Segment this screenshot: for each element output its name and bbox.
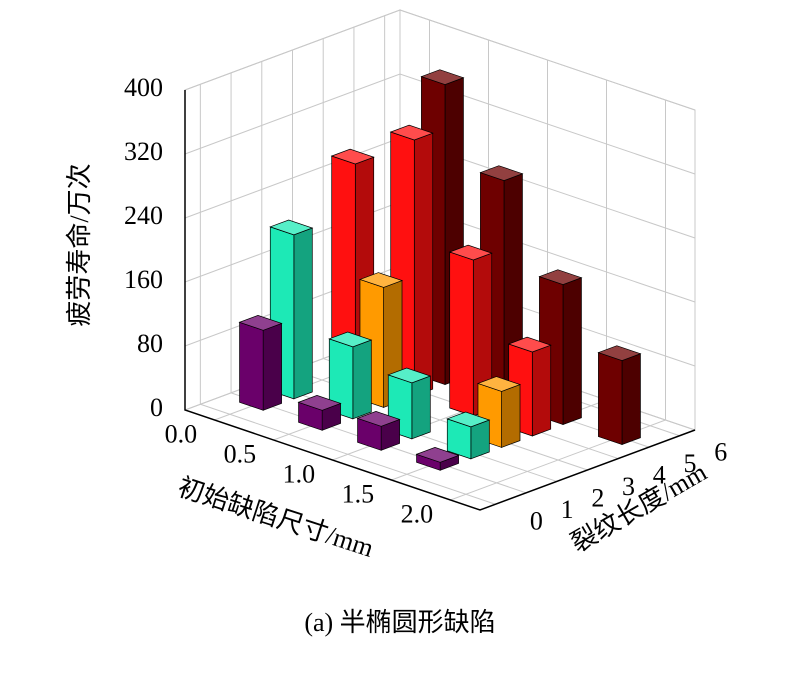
bar bbox=[297, 395, 342, 431]
y-tick-label: 2 bbox=[591, 483, 604, 512]
y-tick-label: 6 bbox=[714, 438, 727, 467]
y-tick-label: 0 bbox=[530, 506, 543, 535]
grid-line bbox=[184, 9, 696, 111]
bar-side bbox=[501, 384, 521, 448]
y-tick-label: 5 bbox=[683, 449, 696, 478]
bar-top bbox=[330, 148, 375, 165]
bar bbox=[446, 411, 491, 460]
caption: (a) 半椭圆形缺陷 bbox=[304, 608, 495, 637]
bar-side bbox=[531, 344, 552, 437]
bar bbox=[597, 345, 642, 446]
bar-side bbox=[621, 353, 641, 446]
z-tick-label: 80 bbox=[137, 329, 163, 358]
grid-line bbox=[184, 73, 696, 175]
bar-top bbox=[476, 376, 522, 392]
bar-top bbox=[446, 411, 491, 428]
z-tick-label: 240 bbox=[124, 201, 163, 230]
bar-side bbox=[293, 227, 313, 400]
bar-side bbox=[562, 277, 582, 426]
bar bbox=[238, 315, 283, 411]
bar-top bbox=[420, 69, 465, 85]
bar-top bbox=[479, 165, 524, 181]
bar-side bbox=[413, 132, 434, 397]
bar bbox=[328, 331, 373, 420]
x-tick-label: 1.5 bbox=[342, 479, 375, 508]
bar bbox=[415, 447, 460, 471]
bar-side bbox=[262, 322, 282, 411]
bar bbox=[269, 219, 314, 400]
grid-line bbox=[450, 100, 666, 501]
bar-top bbox=[538, 269, 583, 285]
y-tick-label: 4 bbox=[653, 461, 666, 490]
z-tick-label: 160 bbox=[124, 265, 163, 294]
bar-top bbox=[507, 336, 552, 353]
bar-top bbox=[269, 219, 314, 236]
bar-top bbox=[448, 244, 493, 261]
bar-top bbox=[597, 345, 642, 361]
z-tick-label: 0 bbox=[150, 393, 163, 422]
x-tick-label: 2.0 bbox=[401, 499, 434, 528]
axis-line bbox=[184, 90, 696, 511]
bar-top bbox=[297, 395, 342, 411]
z-axis-title: 疲劳寿命/万次 bbox=[65, 163, 94, 326]
x-tick-label: 0.5 bbox=[224, 439, 257, 468]
bar-top bbox=[238, 315, 283, 331]
x-tick-label: 1.0 bbox=[283, 459, 316, 488]
bar-side bbox=[352, 339, 372, 420]
bar-top bbox=[415, 447, 460, 463]
z-tick-label: 320 bbox=[124, 137, 163, 166]
z-tick-label: 400 bbox=[124, 73, 163, 102]
bar-front bbox=[239, 321, 264, 411]
grid-line bbox=[199, 84, 496, 505]
bar-front bbox=[449, 251, 474, 417]
bar-side bbox=[411, 375, 431, 440]
bar-front bbox=[598, 352, 623, 446]
bar-top bbox=[328, 331, 373, 348]
bar-top bbox=[356, 411, 401, 427]
bar-top bbox=[387, 367, 432, 384]
y-tick-label: 3 bbox=[622, 472, 635, 501]
bar bbox=[356, 411, 401, 451]
x-tick-label: 0.0 bbox=[165, 419, 198, 448]
bar-top bbox=[389, 124, 434, 141]
bar-top bbox=[358, 272, 404, 288]
y-tick-label: 1 bbox=[561, 495, 574, 524]
